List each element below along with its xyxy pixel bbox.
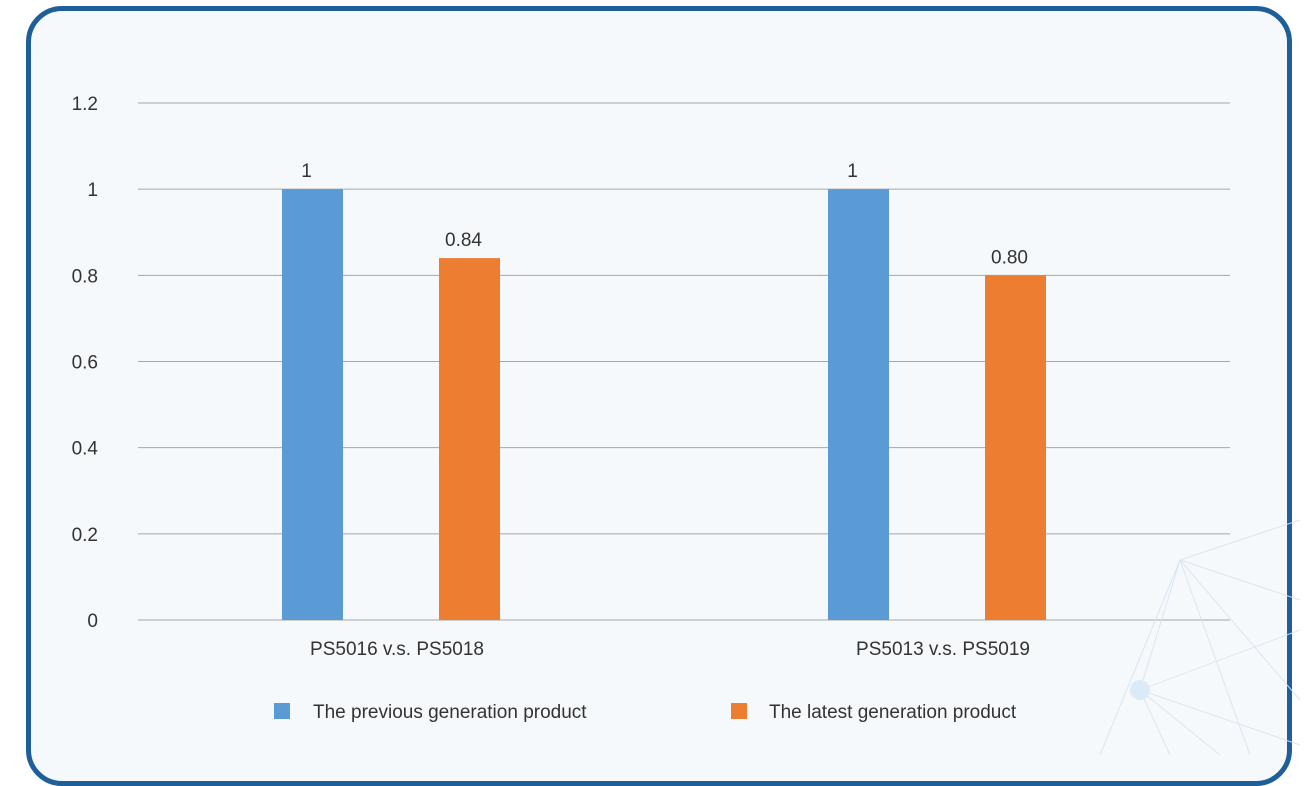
bar-chart: 0 0.2 0.4 0.6 0.8 1 1.2 1 0.84 PS5016 v.s. PS5018… <box>72 94 1230 723</box>
chart-frame: 0 0.2 0.4 0.6 0.8 1 1.2 1 0.84 PS5016 v.s. PS5018… <box>26 6 1292 786</box>
legend-swatch <box>274 703 290 719</box>
data-label: 1 <box>301 161 312 182</box>
legend-label: The previous generation product <box>313 702 587 723</box>
y-tick-label: 0.2 <box>72 525 98 546</box>
y-tick-label: 1 <box>87 180 98 201</box>
y-tick-label: 0.6 <box>72 353 98 374</box>
data-label: 0.80 <box>991 247 1028 268</box>
y-tick-label: 0.8 <box>72 266 98 287</box>
y-tick-label: 0.4 <box>72 439 99 460</box>
x-category-label: PS5016 v.s. PS5018 <box>310 639 484 660</box>
bar <box>828 189 889 620</box>
bar <box>985 275 1046 620</box>
legend-swatch <box>731 703 747 719</box>
data-label: 0.84 <box>445 230 482 251</box>
x-category-label: PS5013 v.s. PS5019 <box>856 639 1030 660</box>
y-tick-label: 0 <box>87 611 98 632</box>
legend-label: The latest generation product <box>769 702 1017 723</box>
y-tick-label: 1.2 <box>72 94 98 115</box>
bar <box>282 189 343 620</box>
bar <box>439 258 500 620</box>
data-label: 1 <box>847 161 858 182</box>
